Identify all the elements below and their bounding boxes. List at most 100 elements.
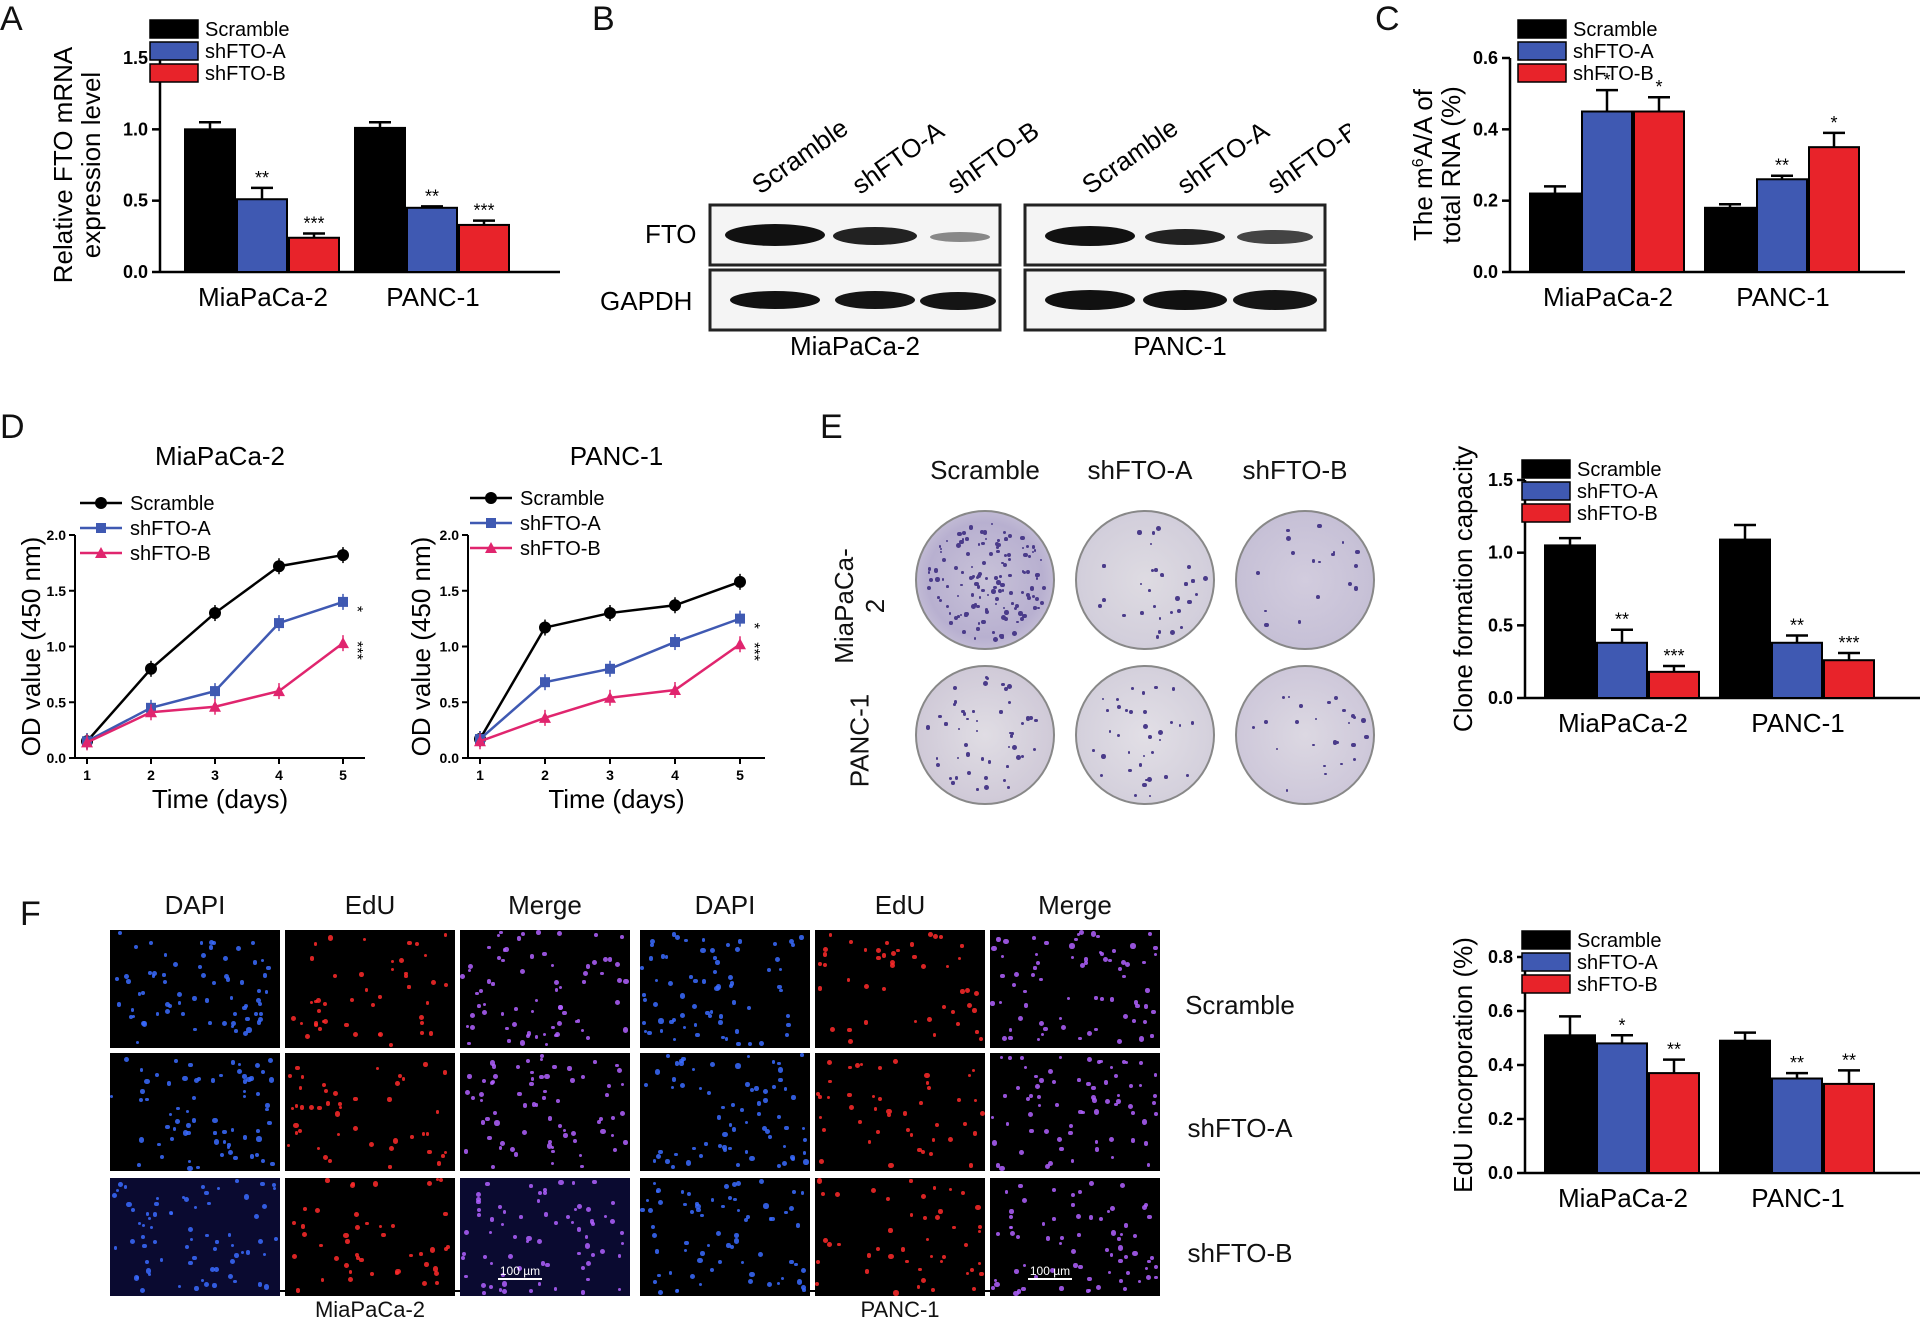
legend-swatch bbox=[149, 63, 199, 83]
micrograph-0-4 bbox=[815, 930, 985, 1048]
legend-swatch bbox=[1521, 459, 1571, 479]
x-tick-label: 2 bbox=[147, 767, 155, 783]
significance-marker: * bbox=[1618, 1015, 1625, 1035]
bar bbox=[1648, 670, 1700, 699]
micrograph-1-0 bbox=[110, 1053, 280, 1171]
colony-col-shfto-b: shFTO-B bbox=[1242, 455, 1348, 485]
panel-letter-f: F bbox=[20, 895, 41, 933]
x-tick-label: 4 bbox=[275, 767, 283, 783]
blot-lane-5: shFTO-A bbox=[1171, 115, 1275, 200]
y-tick-label: 1.5 bbox=[440, 583, 460, 599]
micrograph-1-5 bbox=[990, 1053, 1160, 1171]
y-tick-label: 1.0 bbox=[440, 639, 460, 655]
micrograph-2-0 bbox=[110, 1178, 280, 1296]
edu-group-panc: PANC-1 bbox=[860, 1297, 940, 1322]
micrograph-2-4 bbox=[815, 1178, 985, 1296]
significance-marker: ** bbox=[255, 168, 269, 188]
x-tick-label: 4 bbox=[671, 767, 679, 783]
legend-label: shFTO-A bbox=[130, 518, 211, 540]
scale-bar-line bbox=[1028, 1278, 1072, 1280]
y-axis-label: EdU incorporation (%) bbox=[1448, 937, 1478, 1193]
bar bbox=[354, 126, 406, 274]
x-tick-label: 2 bbox=[541, 767, 549, 783]
legend-swatch bbox=[1517, 19, 1567, 39]
colony-images: Scramble shFTO-A shFTO-B MiaPaCa-2 PANC-… bbox=[829, 455, 1390, 815]
legend-marker bbox=[486, 518, 496, 528]
y-tick-label: 0.5 bbox=[47, 694, 67, 710]
legend-marker bbox=[485, 542, 497, 553]
legend-label: shFTO-B bbox=[205, 63, 286, 85]
x-tick-label: 5 bbox=[339, 767, 347, 783]
y-tick-label: 0.5 bbox=[1488, 615, 1513, 635]
blot-group-panc: PANC-1 bbox=[1133, 331, 1226, 361]
blot-lane-1: Scramble bbox=[746, 112, 853, 200]
micrograph-0-2 bbox=[460, 930, 630, 1048]
chart-title: MiaPaCa-2 bbox=[155, 441, 285, 471]
blot-group-mia: MiaPaCa-2 bbox=[790, 331, 920, 361]
y-tick-label: 2.0 bbox=[47, 527, 67, 543]
legend-label: shFTO-B bbox=[520, 538, 601, 560]
micrograph-0-0 bbox=[110, 930, 280, 1048]
legend-swatch bbox=[1521, 930, 1571, 950]
bar bbox=[1719, 1039, 1771, 1174]
y-tick-label: 1.5 bbox=[123, 48, 148, 68]
x-category-label: MiaPaCa-2 bbox=[1558, 1183, 1688, 1213]
significance-marker: * bbox=[745, 623, 762, 629]
legend-swatch bbox=[1521, 952, 1571, 972]
legend-swatch bbox=[149, 19, 199, 39]
blot-row-fto: FTO bbox=[645, 219, 697, 249]
bar bbox=[1581, 110, 1633, 273]
y-axis-label: Relative FTO mRNA bbox=[48, 46, 78, 283]
significance-marker: ** bbox=[1775, 156, 1789, 176]
micrograph-0-5 bbox=[990, 930, 1160, 1048]
edu-row-shfto-b: shFTO-B bbox=[1187, 1238, 1293, 1268]
legend-label: shFTO-B bbox=[1577, 503, 1658, 525]
legend-label: shFTO-A bbox=[520, 513, 601, 535]
edu-col-1: DAPI bbox=[164, 890, 226, 920]
bar bbox=[1808, 146, 1860, 274]
bar bbox=[1823, 659, 1875, 699]
micrograph-1-4 bbox=[815, 1053, 985, 1171]
edu-row-shfto-a: shFTO-A bbox=[1187, 1113, 1293, 1143]
x-category-label: PANC-1 bbox=[1736, 282, 1829, 312]
y-tick-label: 0.5 bbox=[123, 191, 148, 211]
legend-swatch bbox=[1521, 974, 1571, 994]
micrograph-0-1 bbox=[285, 930, 455, 1048]
colony-row-panc: PANC-1 bbox=[844, 693, 875, 788]
bar bbox=[236, 198, 288, 274]
legend-label: shFTO-A bbox=[1577, 952, 1658, 974]
x-axis-label: Time (days) bbox=[152, 784, 288, 814]
bar bbox=[1544, 1034, 1596, 1174]
x-category-label: MiaPaCa-2 bbox=[1543, 282, 1673, 312]
bar bbox=[1756, 178, 1808, 273]
x-tick-label: 3 bbox=[211, 767, 219, 783]
edu-group-mia: MiaPaCa-2 bbox=[314, 1297, 426, 1322]
scale-bar: 100 µm bbox=[1029, 1264, 1071, 1278]
western-blot: FTO GAPDH MiaPaCa-2 PANC-1 Scramble shFT… bbox=[590, 60, 1364, 390]
colony-col-shfto-a: shFTO-A bbox=[1087, 455, 1193, 485]
y-tick-label: 0.6 bbox=[1473, 48, 1498, 68]
legend-label: Scramble bbox=[520, 488, 604, 510]
legend-label: Scramble bbox=[1573, 19, 1657, 41]
blot-lane-2: shFTO-A bbox=[846, 115, 950, 200]
chart-d2-panc-growth: PANC-1 0.0 0.5 1.0 1.5 2.0 1 2 3 4 5 Time (days) OD … bbox=[410, 441, 765, 814]
bar bbox=[1771, 1077, 1823, 1174]
bar bbox=[1648, 1072, 1700, 1175]
significance-marker: ** bbox=[425, 186, 439, 206]
micrograph-1-1 bbox=[285, 1053, 455, 1171]
significance-marker: * bbox=[1830, 113, 1837, 133]
x-category-label: MiaPaCa-2 bbox=[198, 282, 328, 312]
significance-marker: *** bbox=[745, 642, 762, 661]
blot-lane-6: shFTO-B bbox=[1261, 115, 1350, 200]
bar bbox=[406, 206, 458, 273]
bar bbox=[184, 128, 236, 274]
y-tick-label: 1.0 bbox=[47, 639, 67, 655]
y-tick-label: 0.4 bbox=[1488, 1055, 1513, 1075]
micrograph-0-3 bbox=[640, 930, 810, 1048]
bar bbox=[1704, 206, 1756, 273]
blot-row-gapdh: GAPDH bbox=[600, 286, 692, 316]
colony-dish-mia-scramble bbox=[915, 510, 1055, 650]
colony-dish-mia-shfto-a bbox=[1075, 510, 1215, 650]
